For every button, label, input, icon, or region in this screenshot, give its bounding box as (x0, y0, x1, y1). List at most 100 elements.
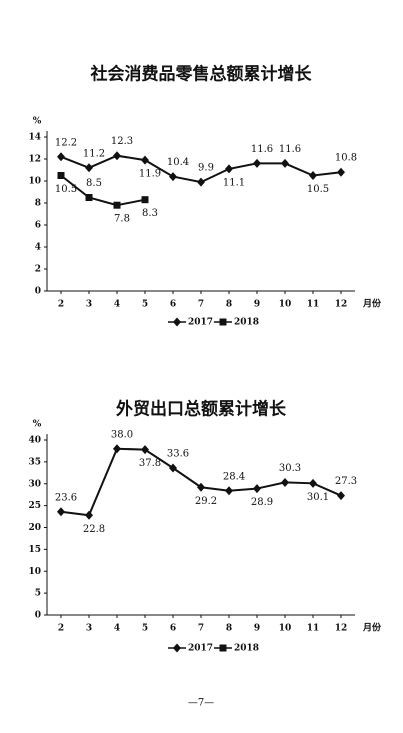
legend-label: 2017 (188, 644, 213, 654)
marker (141, 445, 149, 455)
legend-label: 2017 (188, 318, 213, 328)
data-label: 11.2 (83, 148, 105, 159)
y-tick-label: 20 (28, 523, 41, 533)
data-label: 11.6 (279, 144, 301, 155)
data-label: 27.3 (335, 476, 357, 487)
y-tick-label: 15 (28, 545, 41, 555)
marker (225, 486, 233, 496)
marker (253, 158, 261, 168)
x-tick-label: 10 (279, 300, 292, 310)
data-label: 10.5 (55, 184, 77, 195)
marker (253, 484, 261, 494)
marker (197, 482, 205, 492)
x-tick-label: 8 (226, 624, 232, 634)
y-tick-label: 5 (35, 589, 41, 599)
legend-label: 2018 (234, 644, 259, 654)
y-tick-label: 10 (28, 177, 41, 187)
marker (57, 172, 65, 179)
marker (219, 644, 227, 652)
marker (169, 172, 177, 182)
y-tick-label: 0 (35, 611, 41, 621)
marker (113, 444, 121, 454)
x-tick-label: 10 (279, 624, 292, 634)
x-axis-label: 月份 (362, 298, 382, 310)
marker (113, 201, 121, 209)
y-tick-label: 6 (35, 221, 41, 231)
data-label: 11.9 (139, 169, 161, 180)
x-tick-label: 12 (335, 300, 348, 310)
x-tick-label: 7 (198, 624, 204, 634)
marker (57, 152, 65, 162)
data-label: 23.6 (55, 492, 77, 503)
x-tick-label: 6 (170, 300, 176, 310)
x-tick-label: 8 (226, 300, 232, 310)
marker (173, 643, 181, 653)
x-tick-label: 5 (142, 300, 148, 310)
data-label: 8.5 (86, 178, 102, 189)
x-tick-label: 4 (114, 300, 120, 310)
marker (85, 163, 93, 173)
marker (337, 491, 345, 501)
marker (169, 463, 177, 473)
x-tick-label: 4 (114, 624, 120, 634)
x-tick-label: 2 (58, 624, 64, 634)
data-label: 8.3 (142, 208, 158, 219)
page-number: —7— (188, 698, 214, 709)
x-tick-label: 3 (86, 300, 92, 310)
x-tick-label: 7 (198, 300, 204, 310)
y-tick-label: 14 (28, 133, 41, 143)
y-tick-label: 40 (28, 436, 41, 446)
data-label: 29.2 (195, 496, 217, 507)
x-tick-label: 6 (170, 624, 176, 634)
x-tick-label: 3 (86, 624, 92, 634)
chart-title: 外贸出口总额累计增长 (116, 399, 287, 420)
x-tick-label: 12 (335, 624, 348, 634)
data-label: 12.2 (55, 137, 77, 148)
marker (219, 318, 227, 326)
data-label: 30.1 (307, 492, 329, 503)
marker (141, 196, 149, 204)
y-tick-label: 4 (35, 243, 41, 253)
x-tick-label: 5 (142, 624, 148, 634)
line (60, 174, 146, 207)
marker (85, 194, 93, 201)
data-label: 10.4 (167, 157, 189, 168)
data-label: 33.6 (167, 449, 189, 460)
y-tick-label: 8 (35, 199, 41, 209)
y-tick-label: 0 (35, 287, 41, 297)
marker (85, 510, 93, 520)
marker (281, 158, 289, 168)
y-tick-label: 12 (28, 155, 41, 165)
x-tick-label: 11 (307, 624, 320, 634)
data-label: 37.8 (139, 458, 161, 469)
marker (309, 171, 317, 180)
data-label: 7.8 (114, 214, 130, 225)
y-axis-label: % (33, 420, 42, 430)
data-label: 38.0 (111, 429, 133, 440)
y-tick-label: 2 (35, 265, 41, 275)
marker (225, 164, 233, 174)
x-tick-label: 9 (254, 300, 260, 310)
legend-label: 2018 (234, 318, 259, 328)
y-axis-label: % (33, 117, 42, 127)
data-label: 10.5 (307, 184, 329, 195)
data-label: 11.1 (223, 177, 245, 188)
data-label: 30.3 (279, 463, 301, 474)
x-axis-label: 月份 (362, 622, 382, 634)
marker (309, 478, 317, 488)
marker (173, 317, 181, 327)
x-tick-label: 2 (58, 300, 64, 310)
y-tick-label: 35 (28, 457, 41, 467)
marker (281, 477, 289, 487)
data-label: 28.9 (251, 497, 273, 508)
data-label: 22.8 (83, 524, 105, 535)
data-label: 10.8 (335, 153, 357, 164)
data-label: 9.9 (198, 163, 214, 174)
y-tick-label: 30 (28, 479, 41, 489)
marker (113, 151, 121, 161)
data-label: 12.3 (111, 136, 133, 147)
y-tick-label: 10 (28, 567, 41, 577)
x-tick-label: 11 (307, 300, 320, 310)
marker (141, 155, 149, 165)
